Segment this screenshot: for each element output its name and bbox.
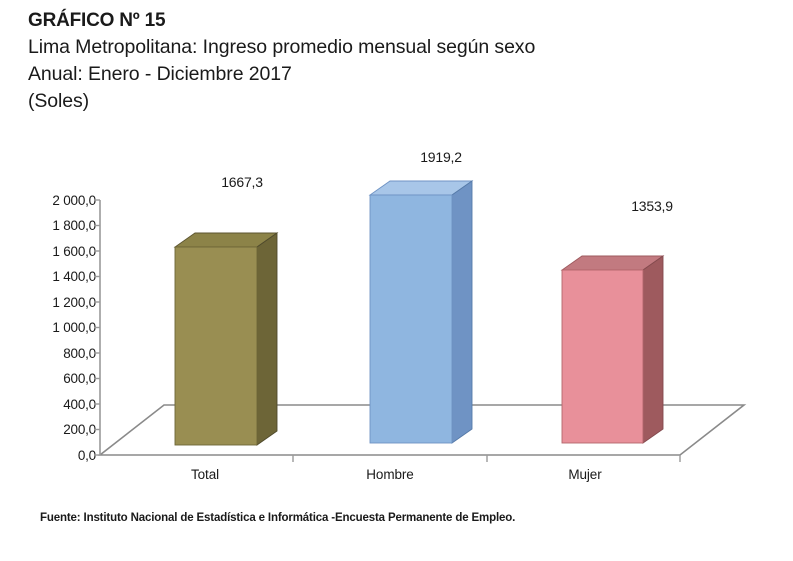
chart-title-line2: Anual: Enero - Diciembre 2017 bbox=[28, 63, 292, 85]
y-tick-label: 600,0 bbox=[63, 371, 96, 386]
y-tick-label: 1 800,0 bbox=[52, 218, 96, 233]
source-note: Fuente: Instituto Nacional de Estadístic… bbox=[40, 512, 516, 524]
bar-total[interactable] bbox=[173, 232, 279, 446]
bar-mujer[interactable] bbox=[560, 255, 665, 444]
category-label-mujer: Mujer bbox=[568, 467, 602, 482]
bar-hombre[interactable] bbox=[368, 180, 474, 444]
bar-mujer-side bbox=[642, 255, 664, 444]
y-tick-label: 0,0 bbox=[77, 448, 96, 463]
y-tick-label: 400,0 bbox=[63, 397, 96, 412]
y-axis-labels: 2 000,0 1 800,0 1 600,0 1 400,0 1 200,0 … bbox=[0, 150, 96, 480]
chart-header: GRÁFICO Nº 15 Lima Metropolitana: Ingres… bbox=[28, 8, 728, 115]
plot-area bbox=[94, 180, 747, 462]
graphic-number: GRÁFICO Nº 15 bbox=[28, 10, 166, 31]
y-tick-label: 1 600,0 bbox=[52, 244, 96, 259]
chart-title-line1: Lima Metropolitana: Ingreso promedio men… bbox=[28, 36, 536, 58]
bar-mujer-front bbox=[561, 269, 644, 444]
bar-total-front bbox=[174, 246, 258, 446]
bar-chart: 2 000,0 1 800,0 1 600,0 1 400,0 1 200,0 … bbox=[0, 149, 793, 482]
chart-units-line: (Soles) bbox=[28, 90, 90, 112]
y-tick-label: 200,0 bbox=[63, 422, 96, 437]
bar-hombre-side bbox=[451, 180, 473, 444]
y-tick-label: 1 000,0 bbox=[52, 320, 96, 335]
y-tick-label: 800,0 bbox=[63, 346, 96, 361]
value-label-mujer: 1353,9 bbox=[631, 198, 673, 214]
category-label-total: Total bbox=[190, 467, 220, 482]
y-tick-label: 1 400,0 bbox=[52, 269, 96, 284]
x-axis-ticks bbox=[292, 455, 681, 462]
value-label-total: 1667,3 bbox=[221, 174, 263, 190]
y-tick-label: 2 000,0 bbox=[52, 193, 96, 208]
bar-total-side bbox=[256, 232, 278, 446]
y-axis-ticks bbox=[94, 199, 100, 456]
value-label-hombre: 1919,2 bbox=[420, 149, 462, 165]
y-tick-label: 1 200,0 bbox=[52, 295, 96, 310]
bar-hombre-front bbox=[369, 194, 453, 444]
category-label-hombre: Hombre bbox=[366, 467, 414, 482]
